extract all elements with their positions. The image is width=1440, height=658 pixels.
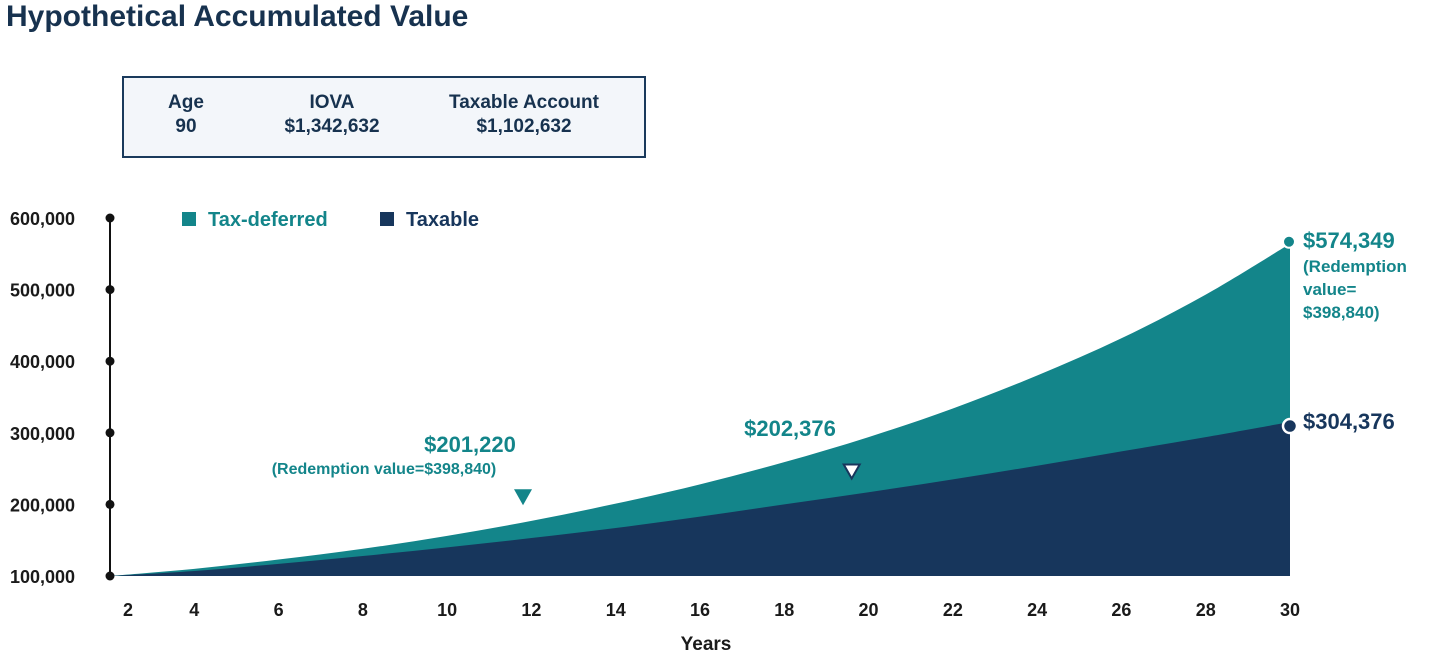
summary-age-label: Age bbox=[168, 92, 204, 113]
annotation-marker-dot bbox=[1281, 417, 1299, 435]
annotation-label: value= bbox=[1303, 280, 1356, 299]
x-tick-label: 10 bbox=[437, 600, 457, 620]
x-tick-label: 4 bbox=[189, 600, 199, 620]
annotation-label: $201,220 bbox=[424, 432, 516, 457]
y-tick-label: 400,000 bbox=[10, 352, 75, 372]
legend-swatch bbox=[380, 212, 394, 226]
series-area-taxable bbox=[110, 422, 1290, 576]
summary-iova: IOVA $1,342,632 bbox=[262, 92, 402, 138]
annotation-marker-triangle-outline bbox=[841, 463, 862, 481]
y-tick-dot bbox=[105, 428, 115, 438]
x-tick-label: 24 bbox=[1027, 600, 1047, 620]
x-tick-label: 8 bbox=[358, 600, 368, 620]
summary-age: Age 90 bbox=[156, 92, 216, 138]
annotation-label: $304,376 bbox=[1303, 409, 1395, 434]
summary-taxable-label: Taxable Account bbox=[449, 92, 599, 113]
annotation-label: $398,840) bbox=[1303, 303, 1380, 322]
x-tick-label: 22 bbox=[943, 600, 963, 620]
x-tick-label: 18 bbox=[774, 600, 794, 620]
annotation-label: $202,376 bbox=[744, 416, 836, 441]
annotation-label: (Redemption value=$398,840) bbox=[272, 461, 497, 478]
legend-label: Taxable bbox=[406, 209, 479, 231]
x-axis-label: Years bbox=[681, 634, 732, 655]
y-tick-label: 100,000 bbox=[10, 567, 75, 587]
x-tick-label: 26 bbox=[1111, 600, 1131, 620]
summary-age-value: 90 bbox=[175, 116, 197, 137]
y-tick-dot bbox=[105, 571, 115, 581]
legend-label: Tax-deferred bbox=[208, 209, 328, 231]
y-tick-dot bbox=[105, 285, 115, 295]
annotation-marker-dot bbox=[1282, 234, 1296, 249]
y-tick-dot bbox=[105, 356, 115, 366]
summary-taxable-value: $1,102,632 bbox=[476, 116, 572, 137]
x-tick-label: 20 bbox=[859, 600, 879, 620]
summary-taxable: Taxable Account $1,102,632 bbox=[424, 92, 624, 138]
y-tick-label: 300,000 bbox=[10, 424, 75, 444]
annotation-label: (Redemption bbox=[1303, 257, 1407, 276]
page-title: Hypothetical Accumulated Value bbox=[6, 0, 469, 33]
legend-swatch bbox=[182, 212, 196, 226]
x-tick-label: 2 bbox=[123, 600, 133, 620]
y-tick-label: 600,000 bbox=[10, 209, 75, 229]
y-tick-label: 500,000 bbox=[10, 281, 75, 301]
summary-iova-label: IOVA bbox=[309, 92, 355, 113]
x-tick-label: 16 bbox=[690, 600, 710, 620]
summary-iova-value: $1,342,632 bbox=[284, 116, 380, 137]
y-tick-dot bbox=[105, 499, 115, 509]
annotation-marker-triangle bbox=[514, 489, 532, 506]
x-tick-label: 28 bbox=[1196, 600, 1216, 620]
y-tick-dot bbox=[105, 213, 115, 223]
summary-box: Age 90 IOVA $1,342,632 Taxable Account $… bbox=[122, 76, 646, 158]
x-tick-label: 12 bbox=[521, 600, 541, 620]
x-tick-label: 30 bbox=[1280, 600, 1300, 620]
x-tick-label: 6 bbox=[274, 600, 284, 620]
y-tick-label: 200,000 bbox=[10, 495, 75, 515]
x-tick-label: 14 bbox=[606, 600, 626, 620]
annotation-label: $574,349 bbox=[1303, 228, 1395, 253]
